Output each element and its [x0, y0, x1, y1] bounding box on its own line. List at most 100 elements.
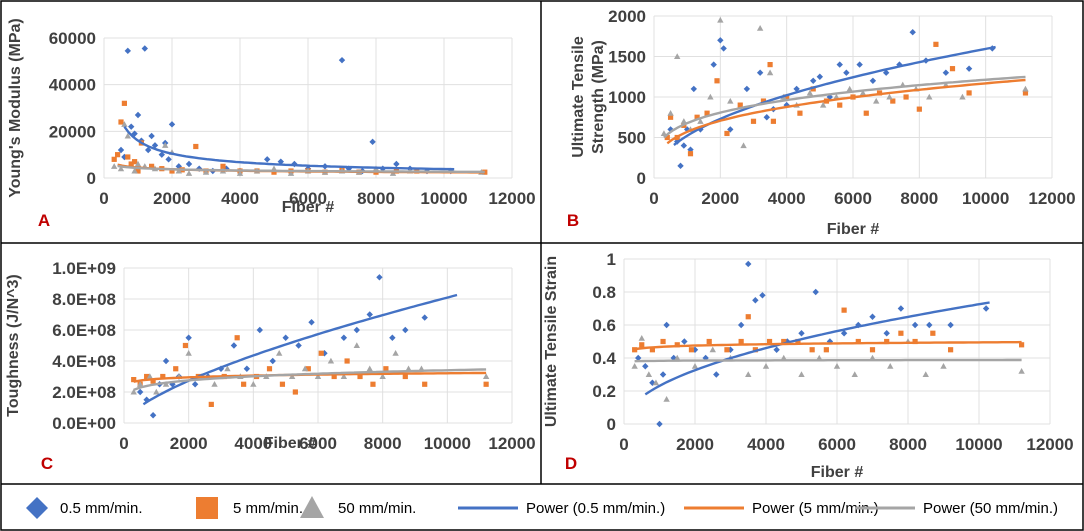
data-point — [389, 334, 396, 341]
trendline — [123, 125, 455, 171]
data-point — [709, 346, 716, 353]
data-point — [926, 321, 933, 329]
data-point — [162, 142, 169, 148]
data-point — [664, 134, 670, 141]
data-point — [145, 146, 152, 154]
data-point — [909, 29, 916, 36]
chart-panel-a: 0 2000 4000 6000 8000 10000 12000 0 20000 40000 60… — [7, 18, 536, 230]
data-point — [295, 342, 302, 349]
data-point — [168, 121, 176, 128]
data-point — [151, 142, 159, 149]
legend-item: Power (0.5 mm/min.) — [458, 500, 665, 517]
data-point — [823, 347, 829, 353]
data-point — [869, 313, 876, 320]
y-axis-label-line: Strength (MPa) — [590, 40, 607, 154]
data-point — [392, 350, 399, 356]
data-point — [135, 168, 141, 174]
data-point — [916, 106, 922, 112]
legend-item: 0.5 mm/min. — [26, 497, 143, 519]
data-point — [344, 358, 350, 364]
y-tick-label: 1500 — [608, 48, 646, 67]
data-point — [743, 85, 751, 93]
data-point — [243, 365, 251, 372]
data-point — [926, 93, 933, 100]
data-point — [266, 366, 273, 372]
data-point — [279, 381, 286, 387]
data-point — [370, 381, 376, 387]
data-point — [687, 151, 694, 157]
y-tick-label: 1000 — [608, 88, 646, 107]
y-tick-label: 1 — [607, 250, 616, 269]
data-point — [737, 321, 745, 329]
data-point — [707, 93, 714, 100]
panel-label: D — [565, 454, 577, 473]
data-point — [128, 123, 135, 130]
legend-label: Power (0.5 mm/min.) — [526, 500, 665, 517]
data-point — [393, 160, 400, 168]
data-point — [704, 110, 710, 116]
data-point — [883, 330, 890, 337]
data-point — [353, 326, 360, 334]
data-point — [855, 321, 862, 329]
data-point — [745, 260, 752, 268]
chart-panel-d: 0 2000 4000 6000 8000 10000 12000 0 0.2 0.4 0.6 0.8… — [543, 250, 1074, 481]
data-point — [737, 102, 743, 108]
chart-panel-b: 0 2000 4000 6000 8000 10000 12000 0 500 1000 1500 2… — [567, 7, 1076, 238]
data-point — [756, 69, 764, 76]
data-point — [717, 16, 724, 23]
x-tick-label: 0 — [619, 435, 628, 454]
data-point — [773, 346, 780, 353]
trendline — [634, 358, 1022, 363]
data-point — [131, 377, 137, 383]
legend-label: Power (50 mm/min.) — [923, 500, 1058, 517]
legend-label: 50 mm/min. — [338, 500, 416, 517]
data-point — [884, 338, 890, 345]
data-point — [659, 371, 667, 378]
data-point — [160, 373, 166, 380]
x-tick-label: 0 — [119, 434, 128, 453]
y-axis-label: Toughness (J/N^3) — [5, 274, 22, 416]
data-point — [211, 381, 218, 387]
data-point — [340, 334, 348, 341]
data-point — [882, 69, 890, 76]
data-point — [639, 342, 645, 348]
data-point — [185, 170, 193, 176]
data-point — [898, 330, 904, 336]
data-point — [724, 130, 730, 137]
data-point — [649, 347, 655, 353]
y-tick-label: 0 — [637, 169, 646, 188]
data-point — [940, 363, 947, 369]
x-tick-label: 0 — [99, 189, 108, 208]
y-tick-label: 0.0E+00 — [52, 414, 116, 433]
data-point — [162, 357, 170, 365]
data-point — [1022, 90, 1029, 96]
y-tick-label: 0.2 — [592, 382, 616, 401]
trendline — [117, 164, 485, 174]
data-point — [912, 338, 918, 345]
data-point — [959, 93, 966, 100]
x-tick-label: 8000 — [889, 435, 927, 454]
data-point — [763, 114, 770, 121]
data-point — [632, 347, 638, 353]
x-tick-label: 0 — [649, 189, 658, 208]
data-point — [856, 61, 863, 68]
data-point — [173, 366, 179, 372]
data-point — [886, 93, 893, 100]
x-tick-label: 2000 — [676, 435, 714, 454]
trendline — [634, 340, 1022, 351]
chart-panel-c: 0 2000 4000 6000 8000 10000 12000 0.0E+00 2.0E+0… — [5, 259, 536, 473]
data-point — [642, 363, 649, 370]
panel-label: A — [38, 211, 50, 230]
data-point — [738, 338, 744, 345]
data-point — [264, 156, 271, 163]
data-point — [124, 132, 131, 139]
data-point — [1018, 368, 1025, 374]
data-point — [121, 100, 127, 106]
series-diamond — [117, 45, 454, 175]
legend-item: 50 mm/min. — [300, 496, 416, 518]
data-point — [483, 381, 489, 387]
data-point — [111, 156, 117, 162]
data-point — [652, 379, 660, 386]
data-point — [816, 73, 824, 80]
